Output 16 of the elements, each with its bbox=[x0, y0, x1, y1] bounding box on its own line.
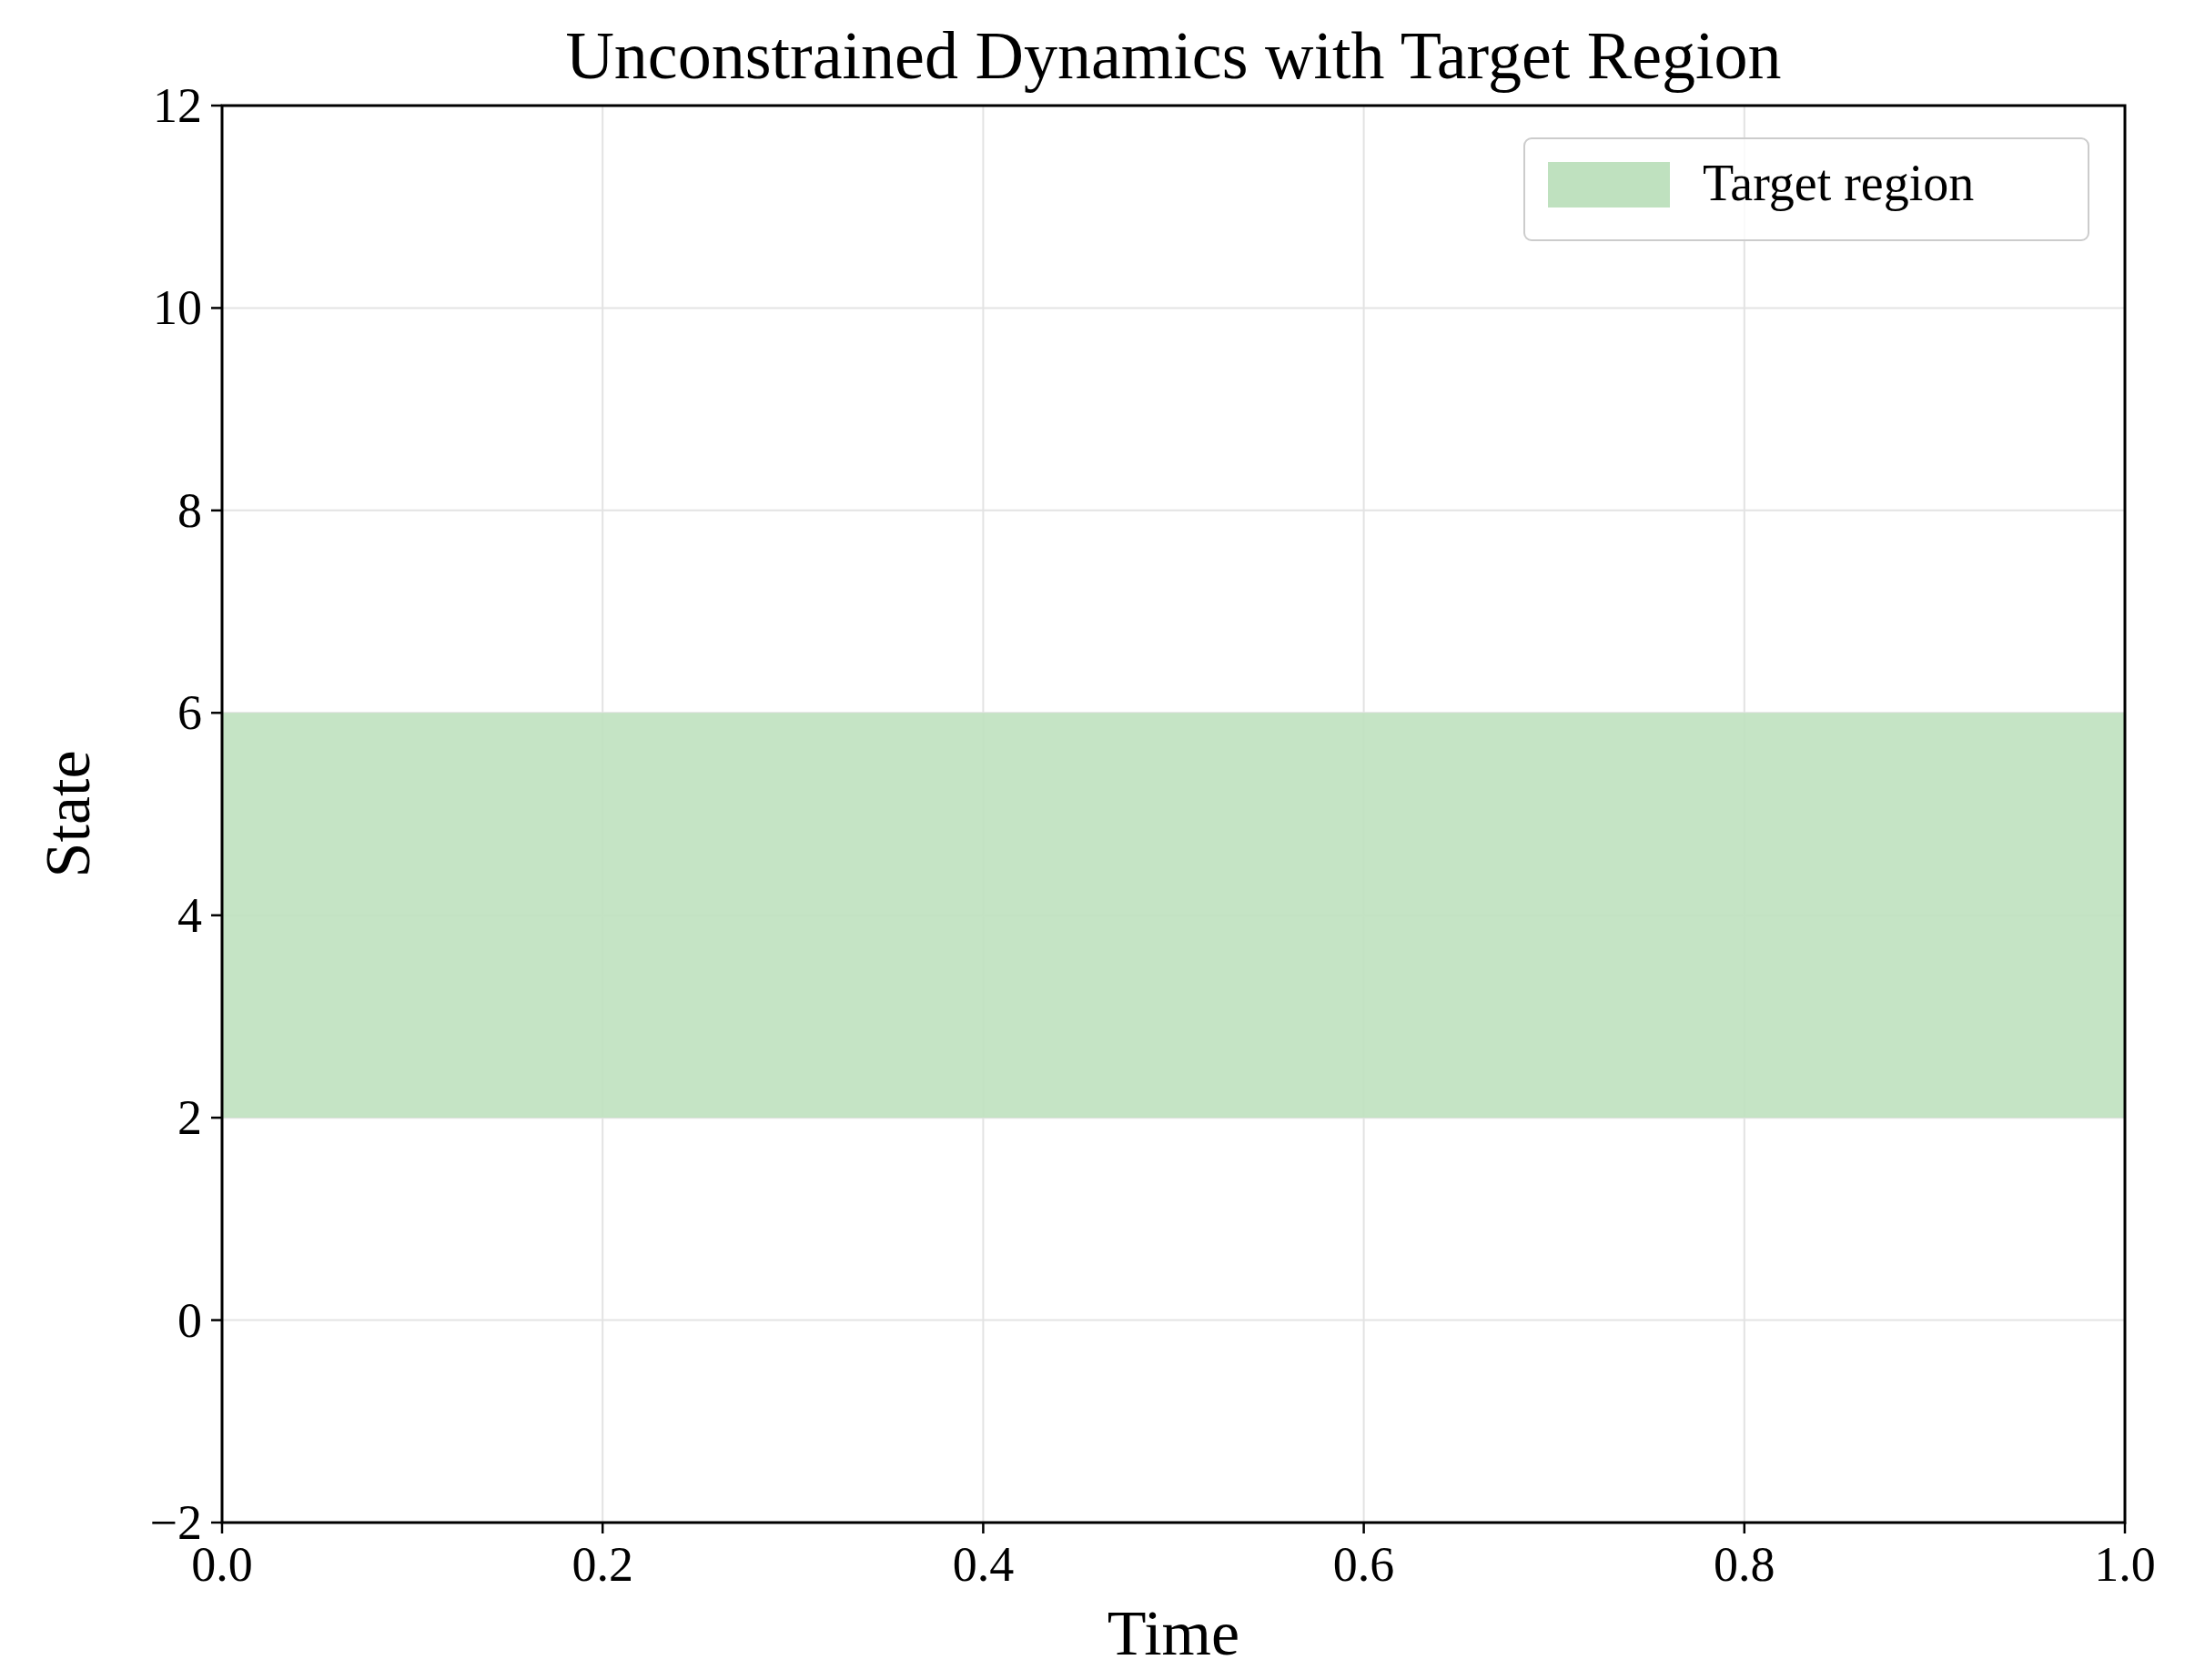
y-axis-title: State bbox=[33, 750, 103, 878]
x-axis-title: Time bbox=[1107, 1598, 1240, 1668]
y-tick-label: 10 bbox=[153, 280, 202, 336]
y-tick-label: 8 bbox=[177, 482, 202, 538]
y-tick-label: 12 bbox=[153, 78, 202, 133]
x-tick-label: 0.8 bbox=[1714, 1537, 1775, 1592]
y-tick-label: 2 bbox=[177, 1090, 202, 1146]
x-tick-label: 1.0 bbox=[2094, 1537, 2156, 1592]
legend-label: Target region bbox=[1703, 155, 1975, 211]
y-tick-label: 0 bbox=[177, 1292, 202, 1348]
x-tick-label: 0.6 bbox=[1332, 1537, 1395, 1592]
chart-title: Unconstrained Dynamics with Target Region bbox=[565, 18, 1782, 93]
x-tick-label: 0.4 bbox=[952, 1537, 1015, 1592]
y-tick-label: 6 bbox=[177, 685, 202, 741]
y-tick-label: 4 bbox=[177, 887, 202, 943]
x-tick-label: 0.2 bbox=[571, 1537, 633, 1592]
